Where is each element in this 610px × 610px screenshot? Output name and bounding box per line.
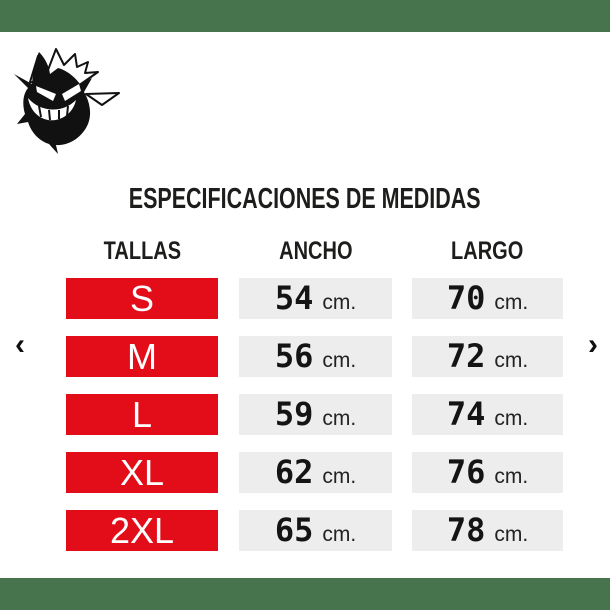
size-badge: M [66, 336, 218, 377]
unit-label: cm. [494, 291, 529, 314]
size-label: XL [119, 451, 165, 493]
unit-label: cm. [494, 407, 529, 430]
ancho-value: 54 [274, 279, 314, 317]
ancho-value: 59 [274, 395, 314, 433]
column-header-ancho: ANCHO [278, 237, 353, 265]
gengar-body [14, 52, 92, 154]
carousel-prev-button[interactable]: ‹ [15, 328, 25, 361]
size-label: L [131, 393, 153, 435]
size-label: 2XL [109, 509, 175, 551]
unit-label: cm. [322, 349, 357, 372]
largo-cell: 70 cm. [412, 278, 563, 319]
carousel-next-button[interactable]: › [588, 328, 598, 361]
gengar-left-eye [36, 86, 56, 101]
unit-label: cm. [322, 523, 357, 546]
gengar-right-eye [62, 84, 81, 101]
table-row: M 56 cm. 72 cm. [66, 336, 563, 377]
top-bar [0, 0, 610, 32]
unit-label: cm. [494, 349, 529, 372]
size-label: S [129, 277, 154, 319]
largo-value: 76 [446, 453, 486, 491]
ancho-value: 65 [274, 511, 314, 549]
ancho-cell: 65 cm. [239, 510, 392, 551]
unit-label: cm. [322, 291, 357, 314]
ancho-value: 62 [274, 453, 314, 491]
largo-value: 78 [446, 511, 486, 549]
page-title: ESPECIFICACIONES DE MEDIDAS [0, 183, 610, 216]
gengar-teeth-lines [38, 105, 69, 121]
size-badge: S [66, 278, 218, 319]
largo-value: 70 [446, 279, 486, 317]
unit-label: cm. [322, 465, 357, 488]
ancho-cell: 62 cm. [239, 452, 392, 493]
table-row: S 54 cm. 70 cm. [66, 278, 563, 319]
ancho-value: 56 [274, 337, 314, 375]
largo-cell: 72 cm. [412, 336, 563, 377]
largo-cell: 76 cm. [412, 452, 563, 493]
unit-label: cm. [494, 523, 529, 546]
largo-value: 72 [446, 337, 486, 375]
bottom-bar [0, 578, 610, 610]
size-label: M [127, 335, 157, 377]
page-title-text: ESPECIFICACIONES DE MEDIDAS [129, 183, 481, 215]
largo-cell: 78 cm. [412, 510, 563, 551]
unit-label: cm. [322, 407, 357, 430]
table-row: 2XL 65 cm. 78 cm. [66, 510, 563, 551]
size-badge: 2XL [66, 510, 218, 551]
largo-value: 74 [446, 395, 486, 433]
size-badge: L [66, 394, 218, 435]
table-row: XL 62 cm. 76 cm. [66, 452, 563, 493]
largo-cell: 74 cm. [412, 394, 563, 435]
ancho-cell: 56 cm. [239, 336, 392, 377]
size-badge: XL [66, 452, 218, 493]
column-header-largo: LARGO [451, 237, 524, 265]
unit-label: cm. [494, 465, 529, 488]
column-header-tallas: TALLAS [103, 237, 181, 265]
table-row: L 59 cm. 74 cm. [66, 394, 563, 435]
size-table: S 54 cm. 70 cm. M 56 cm. 72 cm. [66, 278, 563, 568]
ancho-cell: 54 cm. [239, 278, 392, 319]
gengar-right-arm [85, 92, 120, 106]
gengar-logo-icon [14, 48, 120, 154]
ancho-cell: 59 cm. [239, 394, 392, 435]
